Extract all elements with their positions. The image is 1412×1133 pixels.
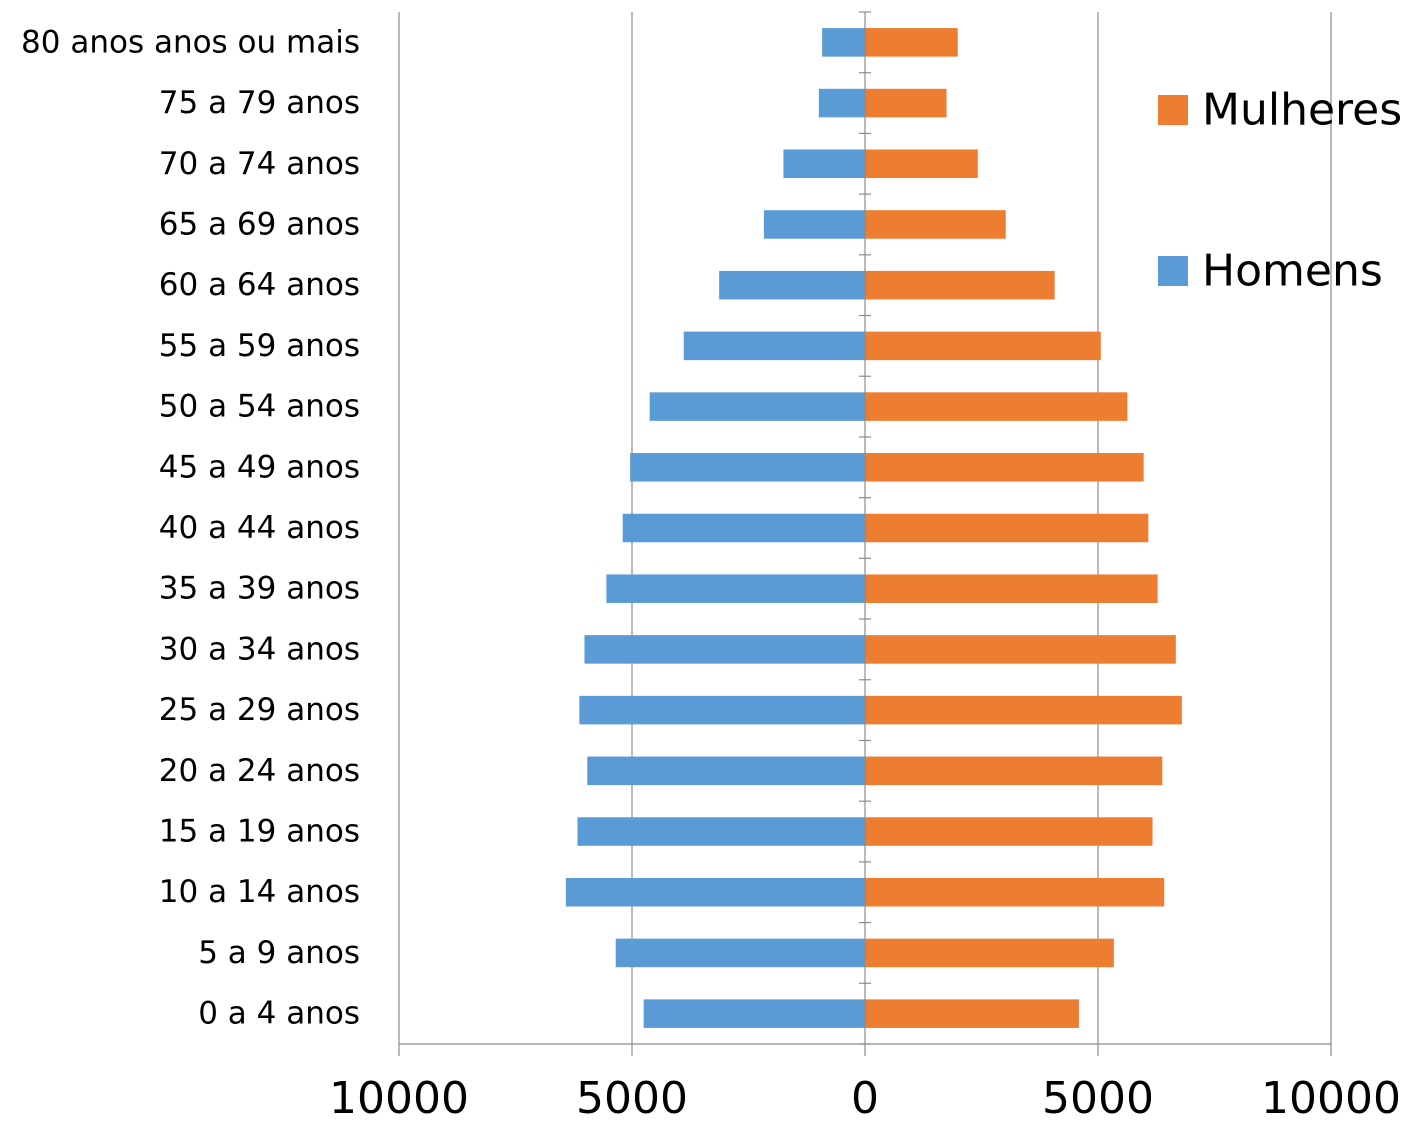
category-label: 45 a 49 anos [159, 449, 360, 485]
bar-mulheres-2 [865, 877, 1165, 907]
bar-mulheres-7 [865, 574, 1158, 603]
category-label: 40 a 44 anos [159, 510, 360, 546]
bars [565, 28, 1182, 1028]
category-label: 25 a 29 anos [159, 692, 360, 728]
category-label: 70 a 74 anos [159, 146, 360, 182]
bar-mulheres-4 [865, 756, 1163, 786]
bar-mulheres-6 [865, 635, 1176, 664]
category-label: 55 a 59 anos [159, 328, 360, 364]
category-label: 35 a 39 anos [159, 571, 360, 607]
bar-mulheres-16 [865, 28, 958, 57]
x-tick-labels: 10000 5000 0 5000 10000 [329, 1073, 1401, 1124]
category-label: 10 a 14 anos [159, 874, 360, 910]
legend-swatch-homens [1158, 256, 1188, 286]
x-tick-label: 0 [851, 1073, 879, 1124]
bar-homens-4 [587, 756, 865, 786]
bar-homens-8 [622, 513, 865, 543]
category-label: 30 a 34 anos [159, 631, 360, 667]
category-label: 50 a 54 anos [159, 389, 360, 425]
bar-homens-6 [584, 635, 865, 664]
x-tick-label: 10000 [1261, 1073, 1401, 1124]
legend-label-mulheres: Mulheres [1202, 85, 1402, 136]
bar-homens-13 [763, 210, 865, 239]
category-label: 20 a 24 anos [159, 753, 360, 789]
bar-homens-7 [606, 574, 865, 603]
bar-homens-3 [577, 817, 865, 846]
category-label: 65 a 69 anos [159, 206, 360, 242]
x-tick-label: 5000 [1042, 1073, 1154, 1124]
legend-label-homens: Homens [1202, 246, 1383, 297]
category-label: 75 a 79 anos [159, 85, 360, 121]
x-tick-label: 10000 [329, 1073, 469, 1124]
bar-homens-11 [683, 331, 865, 361]
bar-mulheres-0 [865, 999, 1079, 1028]
category-label: 15 a 19 anos [159, 814, 360, 850]
category-labels: 0 a 4 anos 5 a 9 anos 10 a 14 anos 15 a 19 … [21, 24, 360, 1031]
bar-mulheres-11 [865, 331, 1101, 361]
bar-mulheres-9 [865, 453, 1144, 482]
bar-homens-2 [565, 877, 865, 907]
bar-homens-12 [719, 270, 865, 300]
axes [399, 11, 1331, 1056]
bar-mulheres-10 [865, 392, 1128, 421]
bar-mulheres-5 [865, 695, 1182, 725]
bar-mulheres-15 [865, 88, 947, 118]
bar-mulheres-3 [865, 817, 1153, 846]
bar-mulheres-1 [865, 938, 1114, 968]
bar-mulheres-13 [865, 210, 1006, 239]
bar-homens-1 [615, 938, 865, 968]
bar-mulheres-8 [865, 513, 1149, 543]
bar-homens-16 [822, 28, 865, 57]
x-tick-label: 5000 [576, 1073, 688, 1124]
bar-homens-15 [818, 88, 865, 118]
bar-homens-14 [783, 149, 865, 179]
category-label: 80 anos anos ou mais [21, 24, 360, 60]
category-label: 0 a 4 anos [198, 996, 360, 1032]
bar-mulheres-14 [865, 149, 978, 179]
bar-mulheres-12 [865, 270, 1055, 300]
bar-homens-5 [579, 695, 865, 725]
bar-homens-0 [643, 999, 865, 1028]
bar-homens-9 [630, 453, 865, 482]
category-label: 5 a 9 anos [198, 935, 360, 971]
legend-swatch-mulheres [1158, 95, 1188, 125]
category-label: 60 a 64 anos [159, 267, 360, 303]
legend: Mulheres Homens [1158, 85, 1402, 297]
bar-homens-10 [649, 392, 865, 421]
